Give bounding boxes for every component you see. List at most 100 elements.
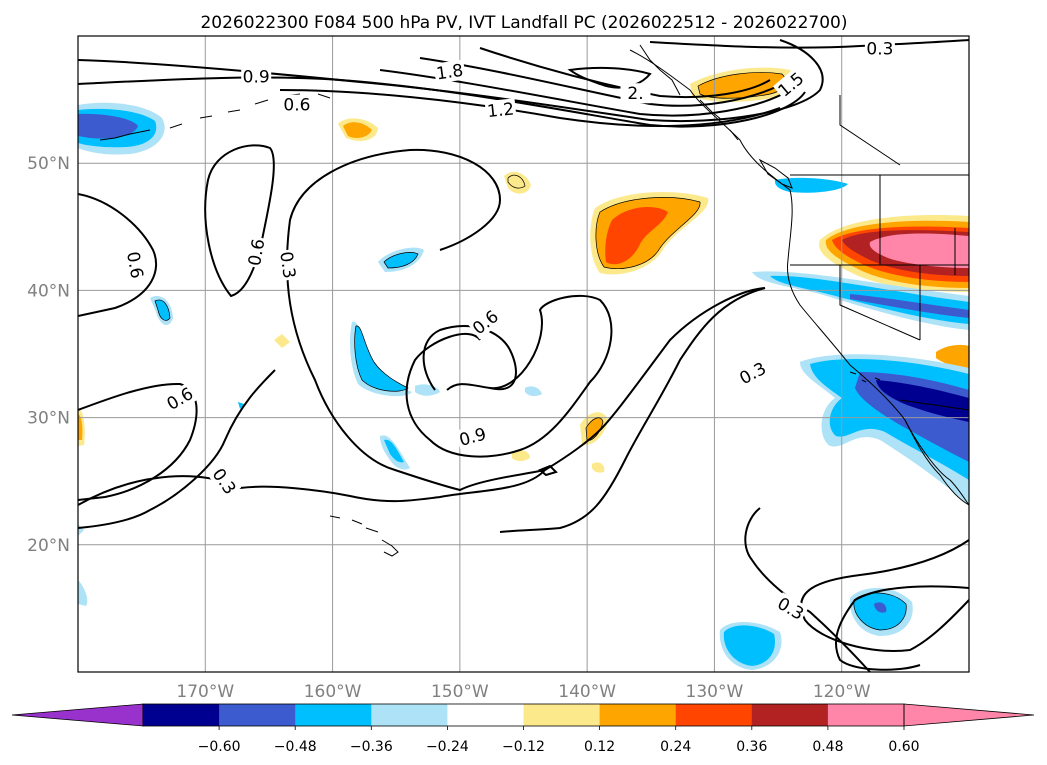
pv-contour-line xyxy=(422,325,517,391)
colorbar-segment xyxy=(219,704,296,726)
latitude-tick-labels: 50°N 40°N 30°N 20°N xyxy=(27,154,70,556)
ivt-outline xyxy=(383,252,419,269)
pv-contour-line xyxy=(78,76,806,128)
colorbar-segment xyxy=(675,704,753,726)
ivt-outline xyxy=(853,592,907,631)
contour-label-gap xyxy=(161,382,198,415)
colorbar-segment xyxy=(447,704,524,726)
pv-contour-label: 0.9 xyxy=(241,66,272,88)
contour-label-gap xyxy=(772,592,809,625)
map-panel: 0.30.60.90.60.30.6 0.6 0.30.90.61.81.22. 1.… xyxy=(78,36,969,672)
pv-contour-label: 0.6 xyxy=(161,382,198,415)
ivt-positive-area xyxy=(936,344,969,370)
lat-tick-label: 40°N xyxy=(27,281,70,301)
colorbar-segment xyxy=(751,704,829,726)
ivt-negative-area xyxy=(354,325,408,392)
pv-contour-line xyxy=(78,193,158,317)
contour-label-text: 0.6 xyxy=(283,96,310,116)
ivt-outline xyxy=(507,174,526,189)
lon-tick-label: 170°W xyxy=(176,682,234,702)
colorbar-tick-label: 0.24 xyxy=(660,739,691,755)
ivt-negative-area xyxy=(78,580,88,606)
contour-label-gap xyxy=(241,66,272,87)
pv-contour-label: 0.6 xyxy=(122,248,148,282)
pv-contour-label: 1.8 xyxy=(433,59,466,84)
ivt-positive-area xyxy=(592,462,605,473)
pv-contour-line xyxy=(649,39,969,49)
aleutian-chain xyxy=(99,93,331,141)
colorbar-under-extension xyxy=(11,703,144,727)
ivt-positive-area xyxy=(512,450,530,462)
pv-contour-line xyxy=(78,369,276,529)
colorbar-tick-label: −0.24 xyxy=(426,739,469,755)
pv-contour-line xyxy=(78,382,198,501)
contour-label-text: 0.9 xyxy=(243,68,270,88)
colorbar-segment xyxy=(827,704,905,726)
pv-contour-label: 0.6 xyxy=(281,94,312,116)
contour-label-gap xyxy=(467,305,504,340)
channel-islands xyxy=(849,371,881,383)
ivt-negative-area xyxy=(78,113,138,139)
colorbar-tick-label: 0.36 xyxy=(736,739,767,755)
lon-tick-label: 130°W xyxy=(686,682,744,702)
pv-contour-line xyxy=(538,464,558,477)
ivt-positive-area xyxy=(274,334,290,348)
longitude-tick-labels: 170°W 160°W 150°W 140°W 130°W 120°W xyxy=(176,682,870,702)
colorbar-tick-label: 0.48 xyxy=(812,739,843,755)
colorbar: −0.60 −0.48 −0.36 −0.24 −0.12 0.12 0.24 0.36 0.4… xyxy=(11,703,1035,755)
pv-contour-line xyxy=(800,539,969,652)
contour-label-gap xyxy=(276,248,301,282)
ivt-negative-area xyxy=(774,177,848,193)
contour-label-gap xyxy=(281,94,312,115)
pv-contour-line xyxy=(78,39,824,123)
ivt-negative-area xyxy=(238,402,244,409)
ivt-positive-area xyxy=(869,233,969,268)
ivt-positive-area xyxy=(78,414,83,440)
coastlines xyxy=(99,44,969,557)
contour-label-gap xyxy=(620,83,651,104)
colorbar-tick-label: −0.36 xyxy=(350,739,393,755)
contour-label-gap xyxy=(734,357,771,389)
map-background xyxy=(78,36,969,672)
lon-tick-label: 140°W xyxy=(558,682,616,702)
pv-contours xyxy=(78,39,969,672)
state-line xyxy=(839,265,921,341)
ivt-negative-area xyxy=(384,252,418,268)
coastline-baja xyxy=(904,419,969,506)
lat-tick-label: 50°N xyxy=(27,154,70,174)
figure-title: 2026022300 F084 500 hPa PV, IVT Landfall… xyxy=(200,13,847,33)
contour-label-gap xyxy=(455,423,490,451)
colorbar-tick-label: −0.60 xyxy=(198,739,241,755)
pv-contour-line xyxy=(279,89,781,127)
contour-label-gap xyxy=(484,98,517,122)
lon-tick-label: 120°W xyxy=(813,682,871,702)
pv-contour-label: 0.6 xyxy=(243,235,269,269)
vancouver-island xyxy=(758,158,793,189)
contour-label-text: 0.6 xyxy=(122,250,146,280)
ivt-outlines xyxy=(154,72,907,631)
border-us-mexico xyxy=(899,399,969,411)
contour-label-text: 2. xyxy=(627,84,643,104)
colorbar-segment xyxy=(599,704,677,726)
contour-label-gap xyxy=(772,67,809,102)
contour-label-text: 1.2 xyxy=(486,99,515,122)
pv-contour-label: 0.3 xyxy=(275,248,301,282)
contour-label-text: 0.3 xyxy=(275,250,299,280)
contour-label-gap xyxy=(122,248,148,282)
colorbar-tick-label: −0.48 xyxy=(274,739,317,755)
lat-tick-label: 30°N xyxy=(27,409,70,429)
colorbar-segment xyxy=(371,704,448,726)
colorbar-over-extension xyxy=(903,703,1035,727)
ivt-positive-area xyxy=(605,207,668,265)
pv-contour-line xyxy=(479,47,771,99)
coastline-north-america xyxy=(629,49,969,506)
contour-label-gap xyxy=(433,59,466,84)
colorbar-segment xyxy=(295,704,372,726)
ivt-positive-area xyxy=(343,122,372,138)
alaska-panhandle-islands xyxy=(639,44,739,141)
ivt-positive-area xyxy=(586,417,603,441)
contour-label-text: 0.6 xyxy=(245,237,269,267)
ivt-negative-area xyxy=(850,294,969,318)
state-line xyxy=(839,95,901,166)
